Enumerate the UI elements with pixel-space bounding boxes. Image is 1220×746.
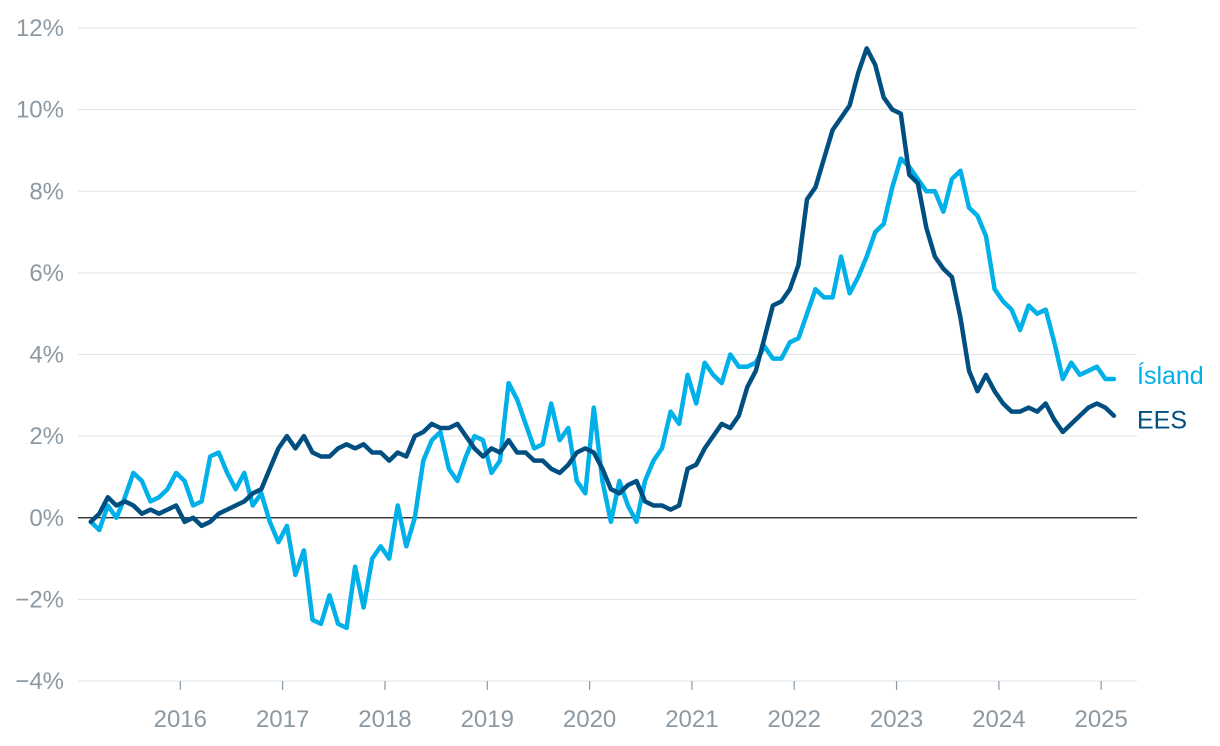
x-tick-label: 2024 <box>972 706 1025 733</box>
series-label-ees: EES <box>1137 407 1187 435</box>
y-tick-label: 12% <box>16 15 64 42</box>
y-tick-label: −2% <box>15 586 64 613</box>
x-tick-label: 2018 <box>358 706 411 733</box>
series-line-island <box>88 156 1117 631</box>
x-tick-label: 2020 <box>563 706 616 733</box>
series-label-island: Ísland <box>1137 361 1204 390</box>
y-tick-label: 4% <box>29 342 64 369</box>
series-labels: Ísland EES <box>1137 361 1204 435</box>
x-tick-label: 2019 <box>461 706 514 733</box>
series-line-ees <box>88 46 1117 529</box>
y-axis-tick-labels: −4% −2% 0% 2% 4% 6% 8% 10% 12% <box>15 15 64 695</box>
y-tick-label: 0% <box>29 505 64 532</box>
x-axis-ticks: 2016 2017 2018 2019 2020 2021 2022 2023 2024 2025 <box>154 681 1128 733</box>
x-tick-label: 2025 <box>1074 706 1127 733</box>
x-tick-label: 2021 <box>665 706 718 733</box>
x-tick-label: 2022 <box>768 706 821 733</box>
y-tick-label: 10% <box>16 97 64 124</box>
x-tick-label: 2016 <box>154 706 207 733</box>
series-lines <box>88 46 1117 631</box>
y-tick-label: 8% <box>29 178 64 205</box>
y-tick-label: −4% <box>15 668 64 695</box>
y-tick-label: 2% <box>29 423 64 450</box>
y-tick-label: 6% <box>29 260 64 287</box>
x-tick-label: 2017 <box>256 706 309 733</box>
x-tick-label: 2023 <box>870 706 923 733</box>
gridlines <box>78 27 1137 682</box>
